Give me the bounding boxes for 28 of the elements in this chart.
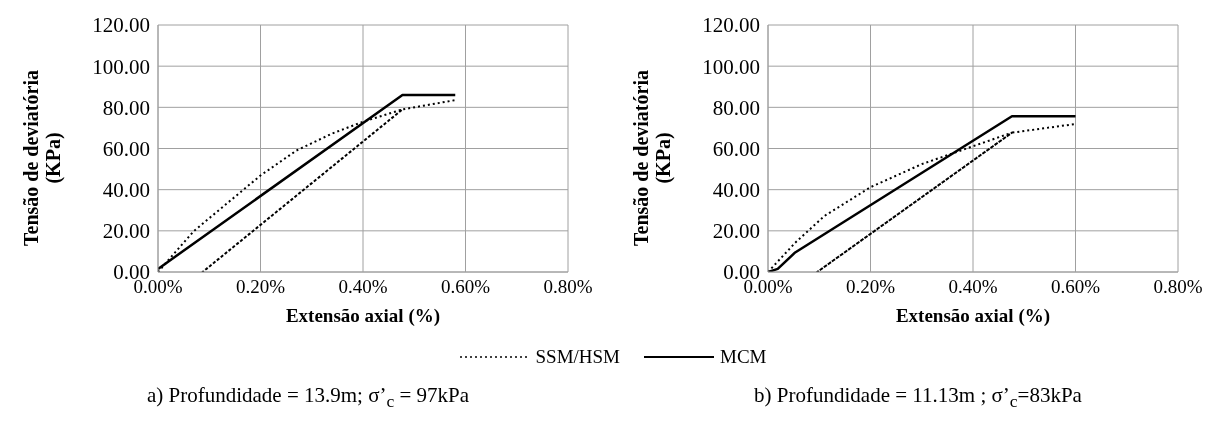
x-tick-label: 0.40%	[338, 276, 388, 298]
x-axis-title: Extensão axial (%)	[895, 305, 1051, 327]
y-tick-label: 40.00	[102, 178, 150, 203]
y-tick-label: 120.00	[702, 13, 760, 38]
x-tick-label: 0.80%	[1153, 276, 1203, 298]
y-tick-label: 80.00	[712, 95, 760, 120]
x-tick-label: 0.60%	[440, 276, 491, 298]
y-tick-label: 100.00	[92, 54, 150, 79]
y-tick-label: 20.00	[712, 219, 760, 244]
y-tick-label: 100.00	[702, 54, 760, 79]
y-tick-label: 80.00	[102, 95, 150, 120]
x-tick-label: 0.80%	[543, 276, 593, 298]
y-axis-title: Tensão de deviatória (KPa)	[20, 69, 64, 248]
y-tick-label: 60.00	[102, 136, 150, 161]
legend-label: MCM	[720, 346, 767, 368]
y-tick-label: 120.00	[92, 13, 150, 38]
x-tick-label: 0.60%	[1050, 276, 1101, 298]
y-axis-title: Tensão de deviatória (KPa)	[630, 69, 674, 248]
x-tick-label: 0.20%	[845, 276, 896, 298]
text: a) Profundidade = 13.9m; σ’$_{c}$ = 97kPa	[145, 383, 471, 413]
x-tick-label: 0.20%	[235, 276, 286, 298]
legend-label: SSM/HSM	[535, 346, 621, 368]
y-tick-label: 20.00	[102, 219, 150, 244]
x-axis-title: Extensão axial (%)	[285, 305, 441, 327]
y-tick-label: 40.00	[712, 178, 760, 203]
x-tick-label: 0.40%	[948, 276, 998, 298]
y-tick-label: 60.00	[712, 136, 760, 161]
text: b) Profundidade = 11.13m ; σ’$_{c}$=83kPa	[753, 383, 1083, 413]
